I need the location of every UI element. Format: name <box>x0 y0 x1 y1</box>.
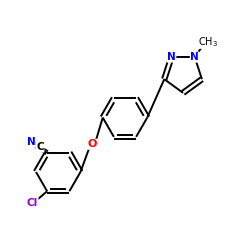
Text: Cl: Cl <box>27 198 38 208</box>
Text: N: N <box>190 52 199 62</box>
Text: N: N <box>167 52 176 62</box>
Text: C: C <box>36 142 44 152</box>
Text: O: O <box>88 139 97 149</box>
Text: N: N <box>26 138 35 147</box>
Text: CH$_3$: CH$_3$ <box>198 35 218 49</box>
